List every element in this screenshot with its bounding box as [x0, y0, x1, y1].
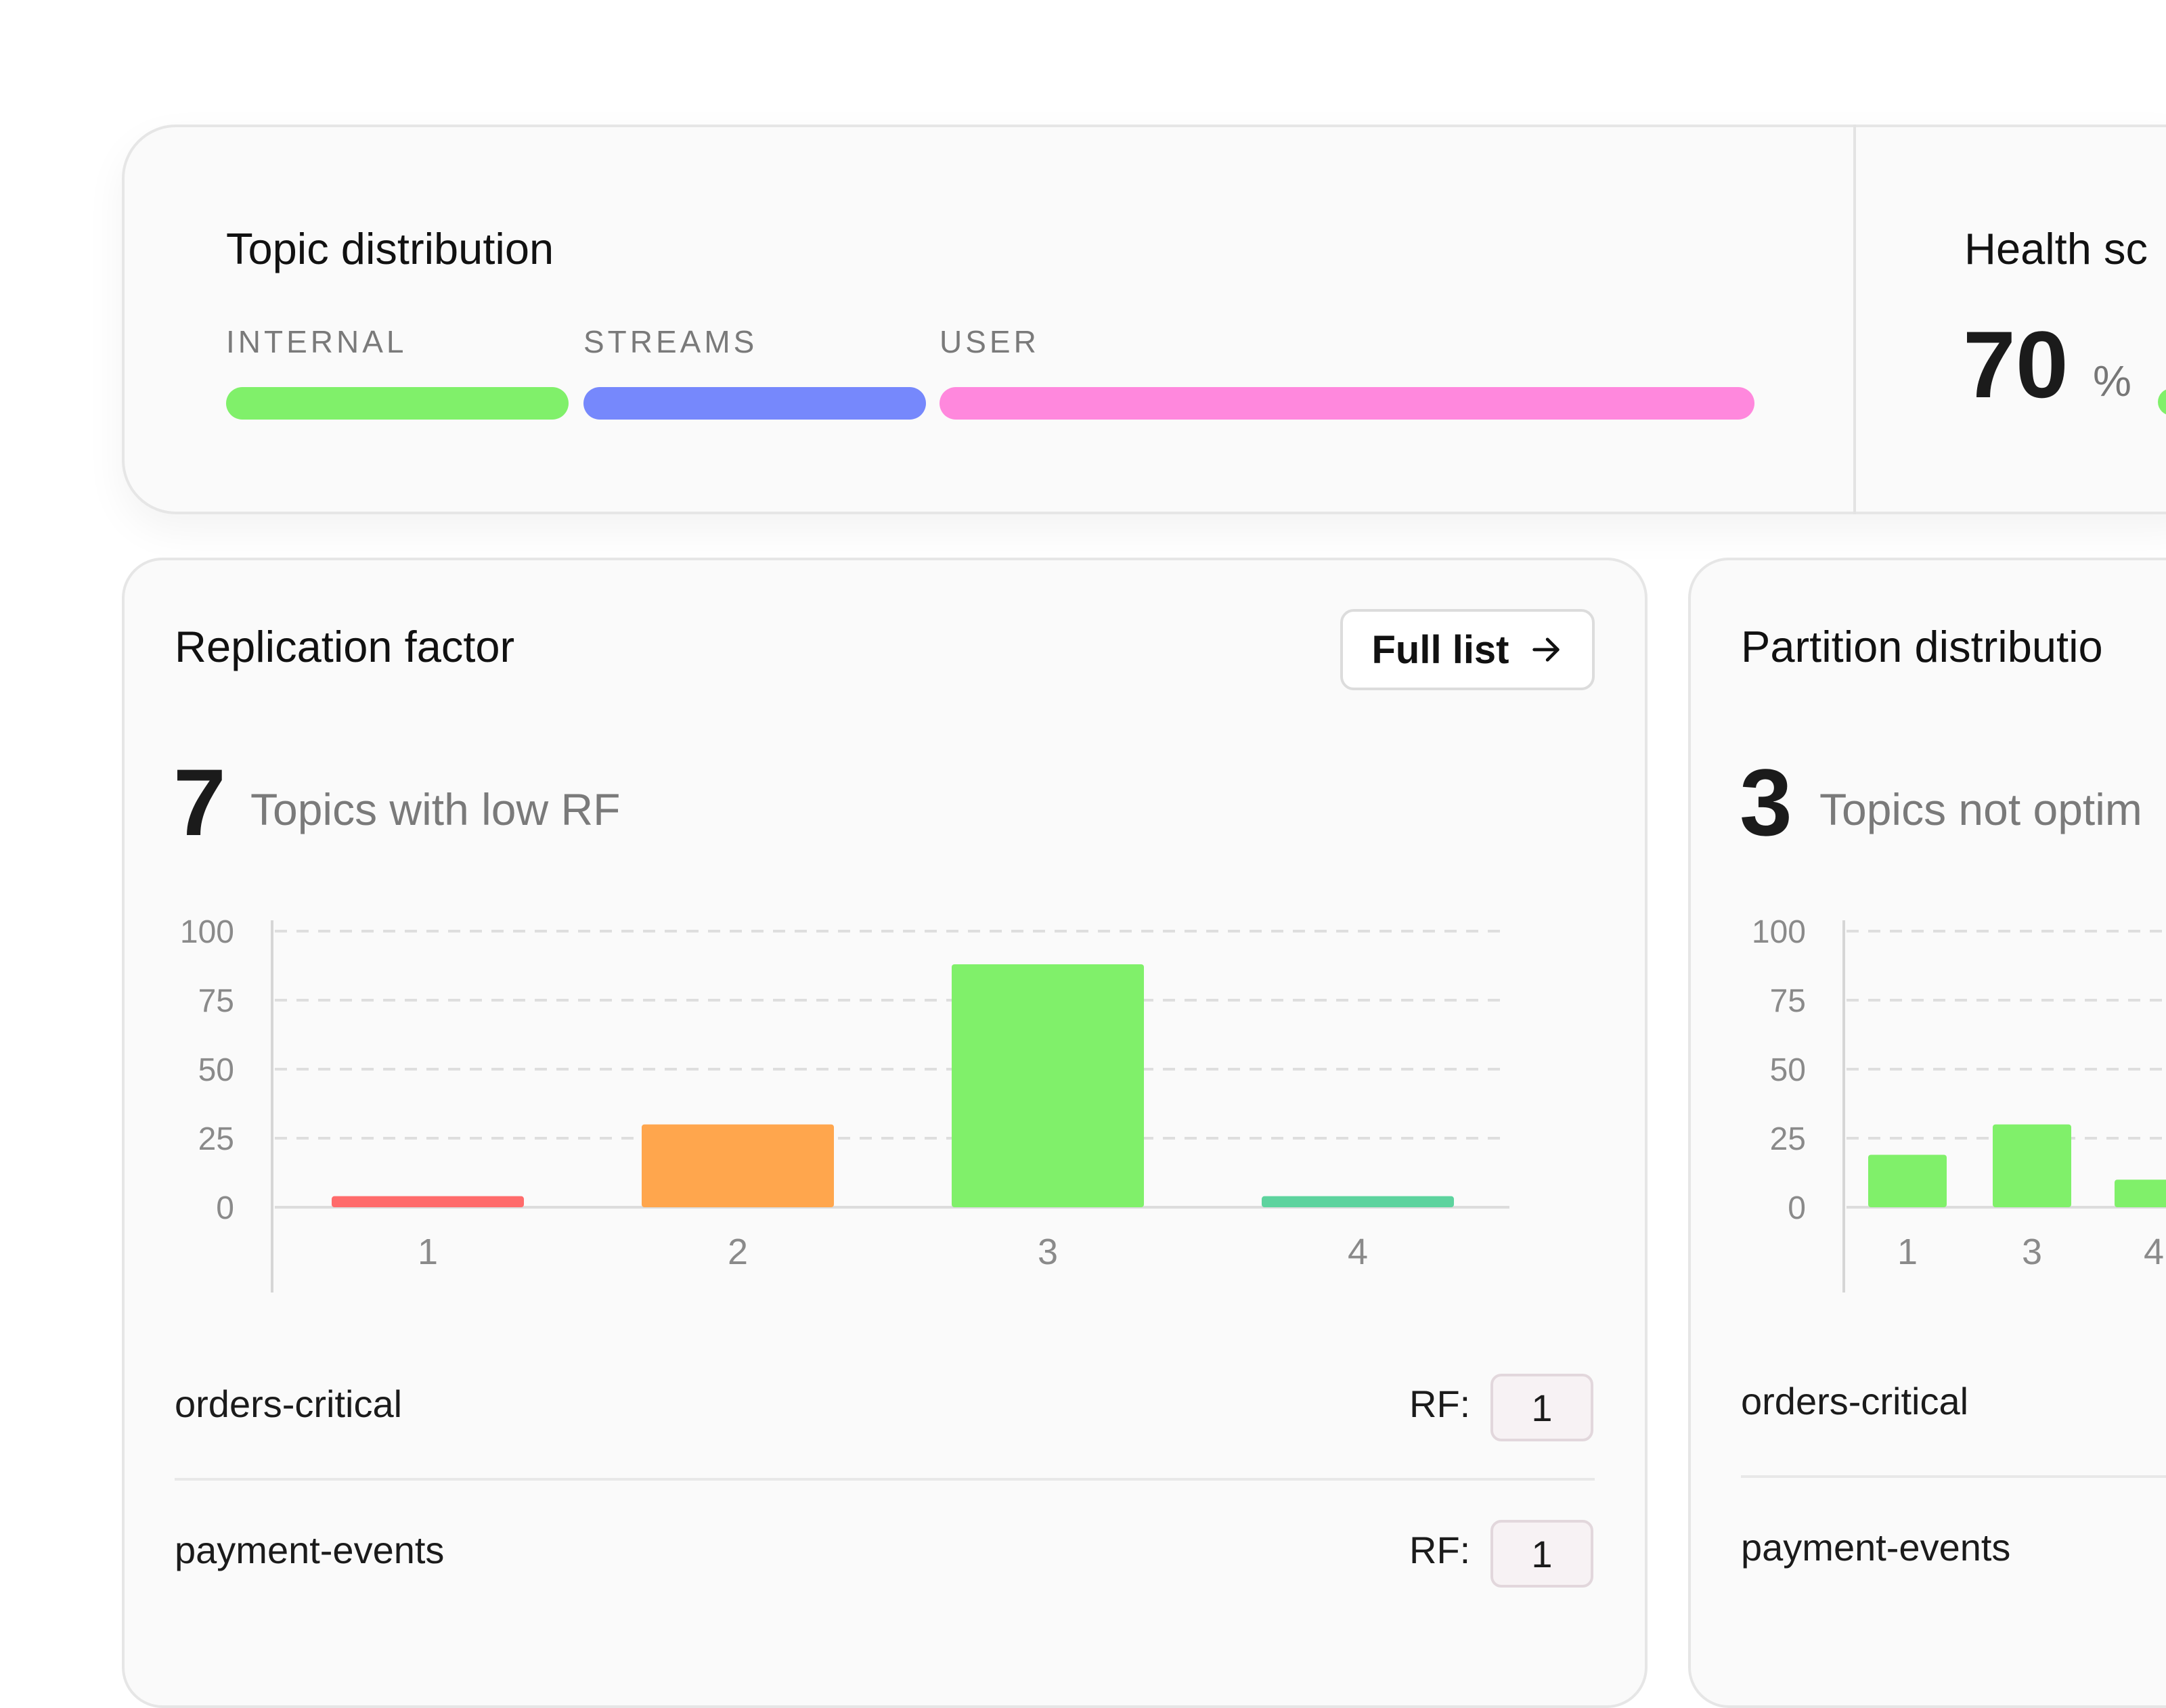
partition-distribution-chart: 0 25 50 75 100 1 3 4: [1752, 914, 2166, 1293]
full-list-button[interactable]: Full list: [1340, 609, 1595, 690]
y-tick-label: 0: [216, 1190, 234, 1226]
bar: [642, 1124, 834, 1207]
low-rf-count: 7: [173, 749, 226, 855]
row-divider: [1741, 1475, 2166, 1478]
replication-factor-chart: 0 25 50 75 100 1 2 3 4: [180, 914, 1509, 1293]
rf-value-badge: 1: [1490, 1520, 1593, 1588]
rf-row-label: RF:: [1409, 1383, 1471, 1425]
internal-label: INTERNAL: [226, 324, 407, 359]
x-category-label: 4: [1348, 1232, 1368, 1272]
streams-label: STREAMS: [583, 324, 758, 359]
row-divider: [175, 1478, 1595, 1481]
topic-overview-card: [122, 125, 2166, 514]
replication-factor-title: Replication factor: [175, 622, 515, 671]
health-score-unit: %: [2093, 357, 2131, 405]
y-tick-label: 50: [198, 1052, 234, 1088]
x-category-label: 3: [2022, 1232, 2042, 1272]
y-tick-label: 100: [180, 914, 234, 950]
y-tick-label: 50: [1770, 1052, 1806, 1088]
bar: [2115, 1179, 2166, 1207]
arrow-right-icon: [1532, 637, 1560, 662]
not-optimal-description: Topics not optim: [1819, 784, 2142, 834]
y-tick-label: 25: [198, 1121, 234, 1157]
health-status-dot: [2158, 388, 2166, 415]
bar: [1868, 1154, 1947, 1207]
topic-distribution-title: Topic distribution: [226, 224, 554, 273]
bar: [332, 1196, 524, 1207]
x-category-label: 1: [418, 1232, 438, 1272]
partition-row-name: payment-events: [1741, 1526, 2011, 1569]
user-bar: [940, 387, 1754, 420]
bar: [1262, 1196, 1454, 1207]
partition-row-name: orders-critical: [1741, 1380, 1969, 1422]
y-tick-label: 100: [1752, 914, 1806, 950]
rf-value-badge: 1: [1490, 1374, 1593, 1441]
health-score-value: 70: [1963, 311, 2069, 418]
partition-distribution-card: [1688, 558, 2166, 1708]
x-category-label: 2: [728, 1232, 748, 1272]
low-rf-description: Topics with low RF: [250, 784, 621, 834]
x-category-label: 1: [1897, 1232, 1918, 1272]
rf-row-name: payment-events: [175, 1529, 445, 1571]
rf-row-name: orders-critical: [175, 1383, 403, 1425]
internal-bar: [226, 387, 569, 420]
not-optimal-count: 3: [1740, 749, 1792, 855]
user-label: USER: [940, 324, 1040, 359]
replication-factor-card: [122, 558, 1648, 1708]
y-tick-label: 75: [198, 983, 234, 1019]
full-list-label: Full list: [1371, 627, 1509, 672]
streams-bar: [583, 387, 926, 420]
health-score-title: Health sc: [1964, 224, 2148, 273]
card-divider: [1853, 125, 1856, 514]
rf-row-label: RF:: [1409, 1529, 1471, 1571]
bar: [952, 964, 1144, 1207]
bar: [1993, 1124, 2071, 1207]
x-category-label: 3: [1038, 1232, 1058, 1272]
x-category-label: 4: [2144, 1232, 2164, 1272]
partition-distribution-title: Partition distributio: [1741, 622, 2103, 671]
y-tick-label: 0: [1788, 1190, 1806, 1226]
y-tick-label: 25: [1770, 1121, 1806, 1157]
y-tick-label: 75: [1770, 983, 1806, 1019]
